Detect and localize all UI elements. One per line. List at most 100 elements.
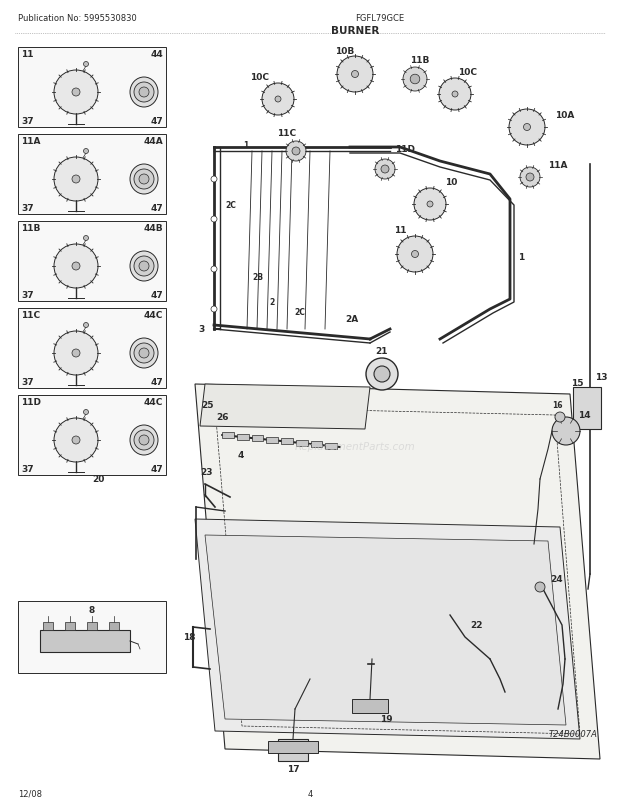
Text: FGFL79GCE: FGFL79GCE: [355, 14, 404, 23]
Bar: [278, 739, 308, 761]
Circle shape: [523, 124, 531, 132]
Circle shape: [134, 170, 154, 190]
Circle shape: [414, 188, 446, 221]
Text: 44C: 44C: [144, 398, 163, 407]
Circle shape: [54, 331, 98, 375]
Circle shape: [139, 88, 149, 98]
Circle shape: [275, 97, 281, 103]
Circle shape: [337, 57, 373, 93]
Text: 2: 2: [269, 298, 275, 306]
Text: 8: 8: [89, 606, 95, 614]
Bar: [326, 443, 337, 449]
Text: 3: 3: [198, 325, 204, 334]
Bar: [266, 437, 278, 443]
Ellipse shape: [130, 426, 158, 456]
Circle shape: [352, 71, 358, 79]
Circle shape: [134, 257, 154, 277]
Bar: [65, 622, 75, 630]
Circle shape: [54, 245, 98, 289]
Circle shape: [397, 237, 433, 273]
Ellipse shape: [130, 338, 158, 369]
Circle shape: [403, 68, 427, 92]
Text: 17: 17: [286, 764, 299, 773]
Circle shape: [134, 83, 154, 103]
Circle shape: [211, 217, 217, 223]
Polygon shape: [205, 535, 566, 725]
Text: 47: 47: [150, 464, 163, 473]
Polygon shape: [200, 384, 370, 429]
Bar: [18, 221, 166, 302]
Text: 23: 23: [200, 468, 213, 476]
Text: 2C: 2C: [226, 200, 236, 210]
Bar: [18, 309, 166, 388]
Circle shape: [375, 160, 395, 180]
Text: 11D: 11D: [395, 145, 415, 154]
Circle shape: [72, 176, 80, 184]
Text: 12/08: 12/08: [18, 789, 42, 798]
Text: 44C: 44C: [144, 310, 163, 320]
Text: 2C: 2C: [294, 308, 306, 317]
Bar: [237, 434, 249, 440]
Circle shape: [139, 261, 149, 272]
Circle shape: [72, 436, 80, 444]
Text: 47: 47: [150, 117, 163, 126]
Circle shape: [526, 174, 534, 182]
Text: 4: 4: [308, 789, 312, 798]
Circle shape: [84, 237, 89, 241]
Text: 11: 11: [21, 50, 33, 59]
Circle shape: [139, 349, 149, 358]
Ellipse shape: [130, 252, 158, 282]
Circle shape: [84, 410, 89, 415]
Text: 2A: 2A: [345, 314, 358, 323]
Text: 11A: 11A: [21, 137, 40, 146]
Text: 15: 15: [571, 379, 583, 387]
Text: 37: 37: [21, 117, 33, 126]
Circle shape: [72, 350, 80, 358]
Circle shape: [54, 419, 98, 463]
Text: 25: 25: [201, 400, 213, 410]
Circle shape: [211, 267, 217, 273]
Bar: [18, 48, 166, 128]
Bar: [296, 440, 308, 446]
Bar: [573, 387, 601, 429]
Circle shape: [134, 431, 154, 451]
Text: 16: 16: [552, 400, 562, 410]
Text: 11D: 11D: [21, 398, 41, 407]
Text: 22: 22: [470, 620, 482, 630]
Text: 44B: 44B: [143, 224, 163, 233]
Text: 14: 14: [578, 411, 591, 419]
Text: 4: 4: [238, 451, 244, 460]
Text: 11B: 11B: [21, 224, 40, 233]
Text: 18: 18: [183, 632, 195, 642]
Text: 10A: 10A: [555, 111, 574, 119]
Circle shape: [374, 367, 390, 383]
Text: 10B: 10B: [335, 47, 355, 56]
Text: Publication No: 5995530830: Publication No: 5995530830: [18, 14, 137, 23]
Bar: [18, 135, 166, 215]
Circle shape: [509, 110, 545, 146]
Ellipse shape: [130, 164, 158, 195]
Circle shape: [211, 306, 217, 313]
Text: 47: 47: [150, 290, 163, 300]
Circle shape: [292, 148, 300, 156]
Bar: [281, 439, 293, 444]
Text: 44: 44: [150, 50, 163, 59]
Text: 44A: 44A: [143, 137, 163, 146]
Circle shape: [439, 79, 471, 111]
Text: 19: 19: [380, 714, 392, 723]
Text: T24B0007A: T24B0007A: [549, 729, 598, 738]
Bar: [87, 622, 97, 630]
Text: 10C: 10C: [250, 73, 270, 82]
Polygon shape: [195, 384, 600, 759]
Bar: [40, 630, 130, 652]
Text: 26: 26: [216, 412, 229, 422]
Bar: [352, 699, 388, 713]
Bar: [109, 622, 119, 630]
Text: 47: 47: [150, 204, 163, 213]
Circle shape: [72, 263, 80, 270]
Text: 24: 24: [550, 574, 562, 583]
Circle shape: [139, 175, 149, 184]
Text: 37: 37: [21, 378, 33, 387]
Circle shape: [555, 412, 565, 423]
Circle shape: [535, 582, 545, 592]
